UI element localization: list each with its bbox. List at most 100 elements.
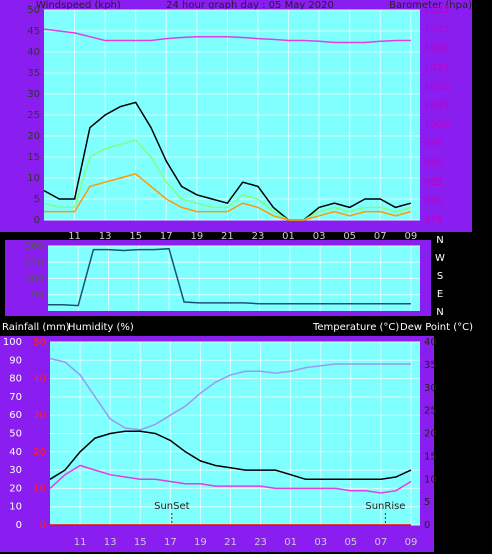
y-tick-label: 30 xyxy=(27,89,40,100)
x-tick-label: 03 xyxy=(314,537,327,548)
y2-axis-title: Barometer (hpa) xyxy=(389,0,472,11)
series-line xyxy=(43,101,411,221)
x-tick-label: 11 xyxy=(68,231,81,242)
y-tick-label: 40 xyxy=(9,447,22,458)
y2-tick-label: 975 xyxy=(424,215,443,226)
y2-tick-label: N xyxy=(436,307,443,318)
y-tick-label: 50 xyxy=(9,429,22,440)
y2-tick-label: 1000 xyxy=(424,120,449,131)
y-tick-label: 45 xyxy=(27,26,40,37)
y-tick-label: 20 xyxy=(9,483,22,494)
y2-tick-label: 30 xyxy=(424,383,437,394)
x-tick-label: 09 xyxy=(404,231,417,242)
y-tick-label: 40 xyxy=(27,47,40,58)
x-tick-label: 11 xyxy=(74,537,87,548)
y2-tick-label: 1010 xyxy=(424,81,449,92)
y-tick-label: 15 xyxy=(27,152,40,163)
x-tick-label: 03 xyxy=(313,231,326,242)
y2-tick-label: 0 xyxy=(424,520,430,531)
series-line xyxy=(44,172,411,221)
y2-tick-label: 995 xyxy=(424,139,443,150)
y2-tick-label: 40 xyxy=(424,337,437,348)
y3-tick-label: 0 xyxy=(40,520,46,531)
y-tick-label: 25 xyxy=(27,110,40,121)
y-tick-label: 90 xyxy=(9,355,22,366)
y2-axis-title: Dew Point (°C) xyxy=(400,322,473,333)
y2-tick-label: 1030 xyxy=(424,5,449,16)
y-tick-label: 50 xyxy=(27,5,40,16)
y-tick-label: 90 xyxy=(31,290,44,301)
y2-tick-label: E xyxy=(437,289,443,300)
y-tick-label: 0 xyxy=(16,520,22,531)
y2-tick-label: 1025 xyxy=(424,24,449,35)
y2-tick-label: 15 xyxy=(424,451,437,462)
x-tick-label: 05 xyxy=(344,537,357,548)
y-tick-label: 5 xyxy=(34,194,40,205)
series-line xyxy=(49,464,412,494)
y2-tick-label: W xyxy=(435,253,445,264)
x-tick-label: 17 xyxy=(164,537,177,548)
x-tick-label: 01 xyxy=(282,231,295,242)
series-line xyxy=(43,28,411,44)
y3-tick-label: 30 xyxy=(33,410,46,421)
series-line xyxy=(43,139,411,221)
y2-tick-label: 1020 xyxy=(424,43,449,54)
y2-tick-label: 25 xyxy=(424,406,437,417)
y-tick-label: 10 xyxy=(27,173,40,184)
x-tick-label: 19 xyxy=(194,537,207,548)
y2-tick-label: 980 xyxy=(424,196,443,207)
x-tick-label: 19 xyxy=(190,231,203,242)
y-tick-label: 270 xyxy=(25,257,44,268)
y2-tick-label: 35 xyxy=(424,360,437,371)
y-axis-title: Windspeed (kph) xyxy=(36,0,121,11)
y-tick-label: 180 xyxy=(25,274,44,285)
x-tick-label: 21 xyxy=(221,231,234,242)
y-tick-label: 360 xyxy=(25,241,44,252)
annotation: SunRise xyxy=(365,501,405,512)
y2-tick-label: 5 xyxy=(424,497,430,508)
x-tick-label: 07 xyxy=(374,231,387,242)
series-line xyxy=(49,357,411,431)
x-tick-label: 13 xyxy=(104,537,117,548)
y2-tick-label: 985 xyxy=(424,177,443,188)
x-tick-label: 01 xyxy=(284,537,297,548)
x-tick-label: 17 xyxy=(160,231,173,242)
y3-tick-label: 50 xyxy=(33,337,46,348)
x-tick-label: 13 xyxy=(99,231,112,242)
y-tick-label: 60 xyxy=(9,410,22,421)
y3-tick-label: 10 xyxy=(33,483,46,494)
annotation: SunSet xyxy=(154,501,190,512)
series-line xyxy=(48,247,411,307)
y-axis-title: Humidity (%) xyxy=(68,322,134,333)
x-tick-label: 23 xyxy=(252,231,265,242)
y-tick-label: 10 xyxy=(9,502,22,513)
y2-tick-label: 10 xyxy=(424,474,437,485)
y2-tick-label: 1005 xyxy=(424,100,449,111)
x-tick-label: 07 xyxy=(375,537,388,548)
series-line xyxy=(49,430,412,481)
x-tick-label: 15 xyxy=(134,537,147,548)
x-tick-label: 23 xyxy=(254,537,267,548)
chart-title: 24 hour graph day : 05 May 2020 xyxy=(166,0,334,11)
x-tick-label: 15 xyxy=(129,231,142,242)
y3-tick-label: 20 xyxy=(33,447,46,458)
y-tick-label: 80 xyxy=(9,374,22,385)
y2-axis-title: Temperature (°C) xyxy=(312,322,399,333)
y-tick-label: 20 xyxy=(27,131,40,142)
y-tick-label: 0 xyxy=(34,215,40,226)
y3-tick-label: 40 xyxy=(33,374,46,385)
y-tick-label: 30 xyxy=(9,465,22,476)
y3-axis-title: Rainfall (mm) xyxy=(2,322,70,333)
y-tick-label: 100 xyxy=(3,337,22,348)
y-tick-label: 70 xyxy=(9,392,22,403)
x-tick-label: 05 xyxy=(343,231,356,242)
y-tick-label: 35 xyxy=(27,68,40,79)
y2-tick-label: 990 xyxy=(424,158,443,169)
y2-tick-label: S xyxy=(437,271,443,282)
x-tick-label: 09 xyxy=(405,537,418,548)
y2-tick-label: 1015 xyxy=(424,62,449,73)
y2-tick-label: N xyxy=(436,235,443,246)
y2-tick-label: 20 xyxy=(424,429,437,440)
x-tick-label: 21 xyxy=(224,537,237,548)
